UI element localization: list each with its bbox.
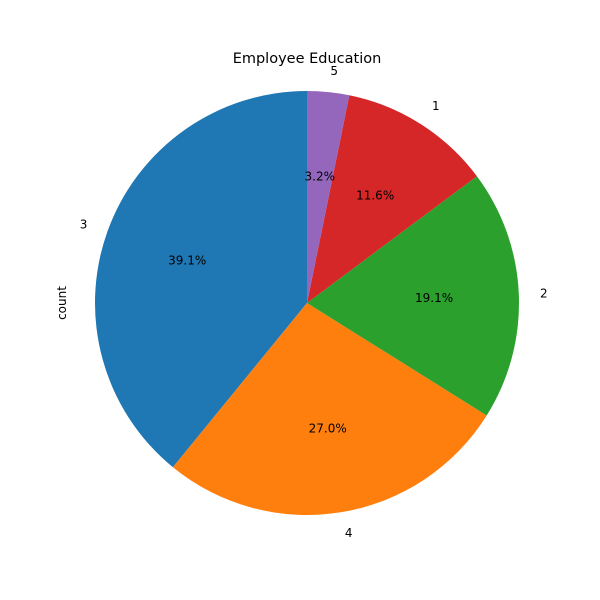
- percent-label-1: 11.6%: [356, 189, 394, 203]
- percent-label-3: 39.1%: [168, 253, 206, 267]
- pie-labels: 3 39.1% 4 27.0% 2 19.1% 1 11.6% 5 3.2%: [80, 64, 548, 540]
- category-label-5: 5: [330, 64, 338, 78]
- pie-slice-5: [307, 91, 350, 303]
- y-axis-label: count: [55, 286, 69, 320]
- category-label-2: 2: [540, 286, 548, 300]
- percent-label-2: 19.1%: [415, 291, 453, 305]
- category-label-3: 3: [80, 218, 88, 232]
- percent-label-4: 27.0%: [309, 422, 347, 436]
- pie-slice-1: [307, 95, 477, 304]
- pie-slice-2: [307, 176, 519, 416]
- percent-label-5: 3.2%: [305, 169, 336, 183]
- pie-slices: [95, 91, 519, 515]
- pie-slice-3: [95, 91, 308, 468]
- category-label-4: 4: [345, 526, 353, 540]
- category-label-1: 1: [432, 99, 440, 113]
- chart-title: Employee Education: [233, 51, 382, 67]
- pie-slice-4: [172, 303, 487, 515]
